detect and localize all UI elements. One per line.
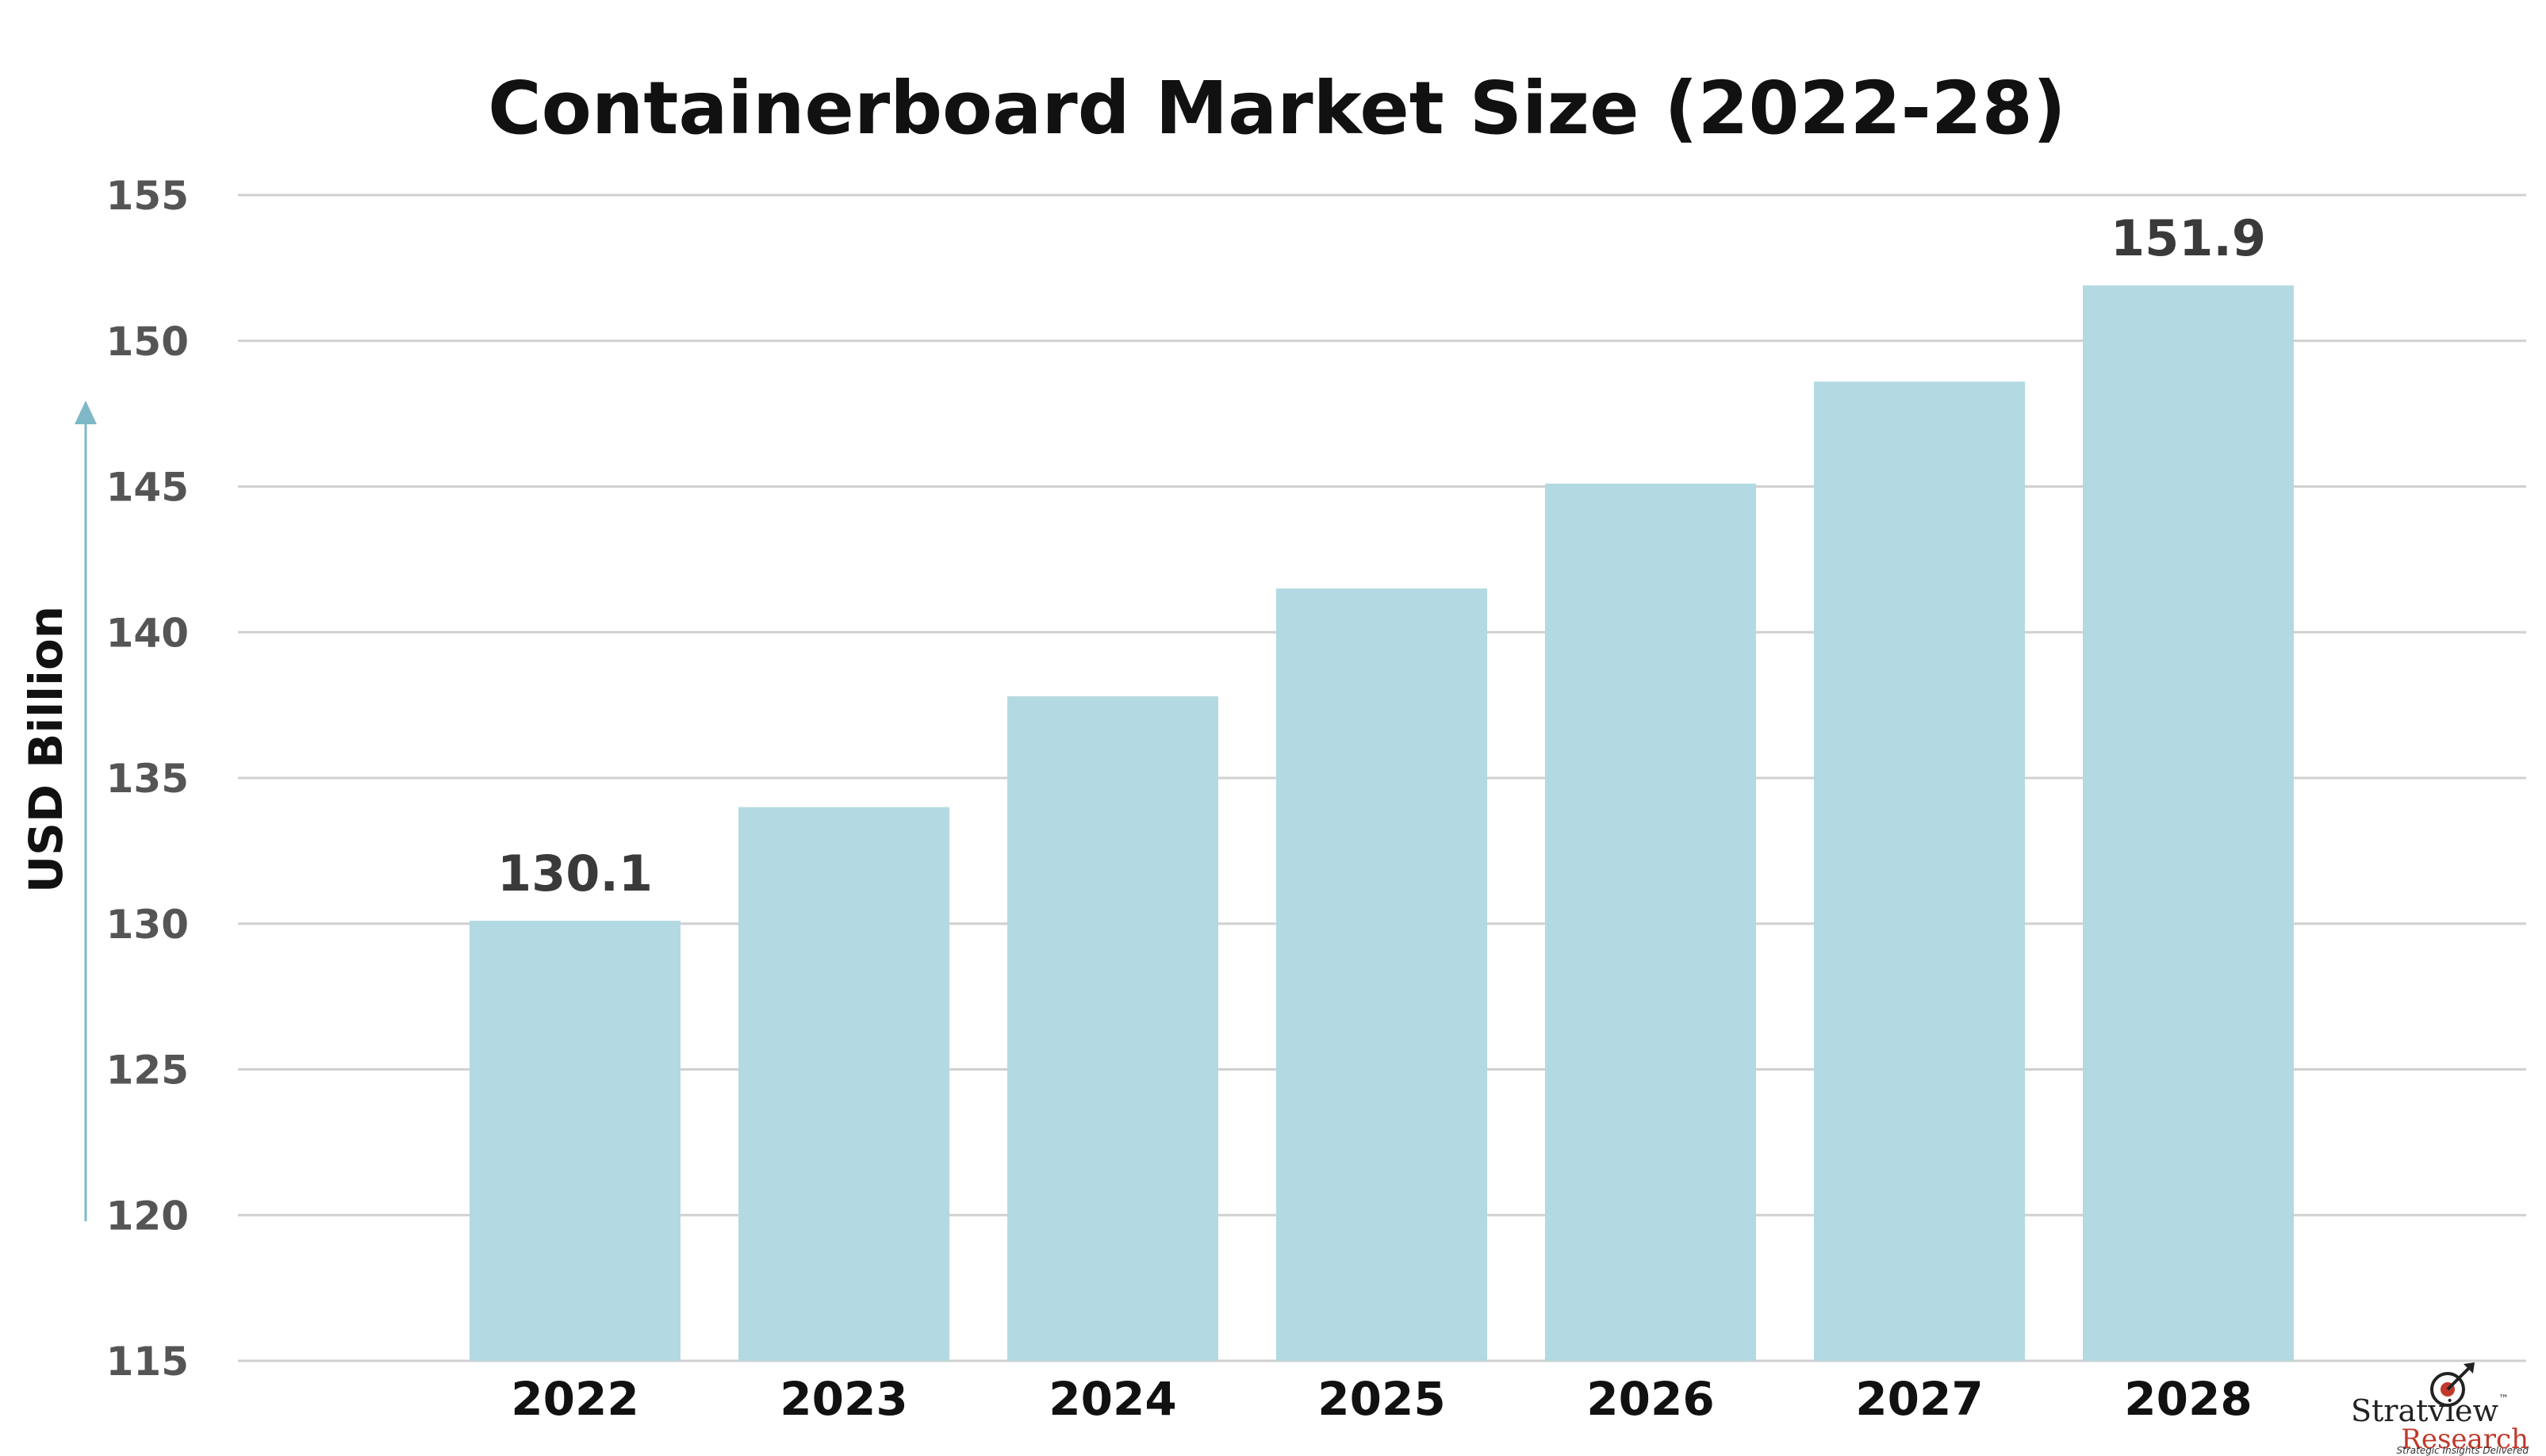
bar: [470, 921, 681, 1361]
x-tick-label: 2028: [2124, 1372, 2252, 1426]
y-tick-label: 120: [106, 1193, 189, 1239]
y-axis-arrow: [75, 400, 97, 1221]
brand-sub: Research: [2401, 1423, 2529, 1455]
brand-logo: Stratview ™ Research: [2351, 1362, 2529, 1455]
data-labels: 130.1 151.9: [497, 209, 2266, 902]
target-arrow-icon: [2430, 1362, 2475, 1407]
brand-tagline: Strategic Insights Delivered: [2396, 1445, 2529, 1456]
y-tick-label: 125: [106, 1048, 189, 1094]
bars: [470, 285, 2294, 1362]
y-tick-label: 155: [106, 173, 189, 219]
brand-name: Stratview: [2351, 1393, 2499, 1428]
y-tick-label: 150: [106, 319, 189, 365]
x-tick-label: 2027: [1855, 1372, 1983, 1426]
bar: [2083, 285, 2294, 1361]
y-tick-label: 130: [106, 902, 189, 948]
x-tick-label: 2024: [1049, 1372, 1176, 1426]
bar: [1007, 696, 1218, 1361]
y-tick-label: 140: [106, 610, 189, 656]
chart-title: Containerboard Market Size (2022-28): [488, 66, 2066, 151]
y-tick-label: 145: [106, 465, 189, 511]
bar: [738, 807, 949, 1361]
x-tick-label: 2023: [780, 1372, 907, 1426]
y-axis-ticks: 115 120 125 130 135 140 145 150 155: [106, 173, 189, 1385]
bar: [1545, 483, 1756, 1362]
x-axis-ticks: 2022 2023 2024 2025 2026 2027 2028: [511, 1372, 2252, 1426]
y-tick-label: 115: [106, 1339, 189, 1385]
y-axis-label: USD Billion: [19, 606, 73, 893]
x-tick-label: 2022: [511, 1372, 638, 1426]
bar: [1814, 381, 2025, 1362]
data-label: 130.1: [497, 845, 653, 902]
y-tick-label: 135: [106, 756, 189, 802]
data-label: 151.9: [2111, 209, 2266, 267]
x-tick-label: 2026: [1586, 1372, 1714, 1426]
brand-tm: ™: [2498, 1393, 2509, 1405]
bar: [1276, 588, 1487, 1361]
x-tick-label: 2025: [1317, 1372, 1445, 1426]
